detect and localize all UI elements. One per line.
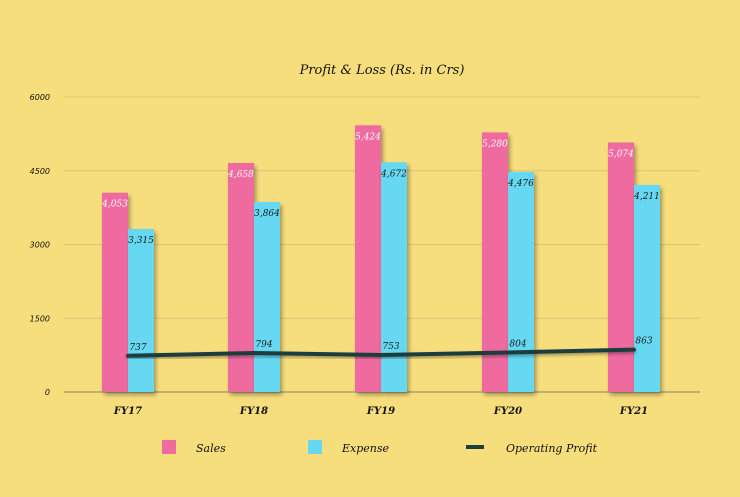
bar-expense	[634, 184, 660, 392]
legend-swatch	[308, 440, 322, 454]
data-label-operating-profit: 794	[255, 340, 272, 350]
y-tick-label: 3000	[30, 241, 50, 250]
y-tick-label: 6000	[30, 93, 50, 102]
point-operating-profit	[252, 351, 256, 355]
y-tick-label: 1500	[30, 314, 50, 323]
data-label-expense: 4,476	[507, 179, 534, 189]
point-operating-profit	[126, 354, 130, 358]
data-label-sales: 5,074	[608, 150, 634, 160]
legend-label: Expense	[341, 442, 390, 455]
data-label-operating-profit: 737	[129, 343, 146, 353]
legend-swatch	[162, 440, 176, 454]
data-label-expense: 4,211	[633, 192, 660, 202]
legend: Sales Expense Operating Profit	[162, 440, 598, 455]
labels-layer: 4,053 3,315 FY17 4,658 3,864 FY18 5,424 4,672 FY…	[101, 132, 660, 417]
data-label-sales: 4,053	[101, 200, 128, 210]
x-tick-label: FY17	[113, 406, 142, 417]
bar-expense	[508, 171, 534, 392]
bar-expense	[381, 162, 407, 392]
bar-expense	[128, 229, 154, 392]
legend-label: Operating Profit	[506, 442, 598, 455]
data-label-sales: 4,658	[227, 170, 254, 180]
line-layer	[126, 347, 636, 358]
data-label-expense: 4,672	[380, 169, 407, 179]
bar-sales	[355, 125, 381, 392]
chart-title: Profit & Loss (Rs. in Crs)	[299, 63, 465, 78]
point-operating-profit	[506, 350, 510, 354]
data-label-sales: 5,280	[482, 139, 508, 149]
point-operating-profit	[632, 348, 636, 352]
bar-sales	[228, 162, 254, 392]
data-label-expense: 3,864	[254, 209, 280, 219]
y-tick-label: 4500	[30, 167, 50, 176]
bar-sales	[102, 192, 128, 392]
x-tick-label: FY20	[493, 406, 522, 417]
data-label-operating-profit: 804	[509, 339, 526, 349]
x-tick-label: FY18	[239, 406, 268, 417]
bar-sales	[608, 142, 634, 392]
y-tick-label: 0	[45, 388, 50, 397]
point-operating-profit	[379, 353, 383, 357]
data-label-operating-profit: 863	[635, 337, 652, 347]
data-label-expense: 3,315	[128, 236, 154, 246]
x-tick-label: FY21	[619, 406, 648, 417]
data-label-sales: 5,424	[355, 132, 381, 142]
bar-expense	[254, 202, 280, 392]
bar-sales	[482, 132, 508, 392]
data-label-operating-profit: 753	[382, 342, 399, 352]
legend-label: Sales	[196, 442, 226, 455]
x-tick-label: FY19	[366, 406, 395, 417]
